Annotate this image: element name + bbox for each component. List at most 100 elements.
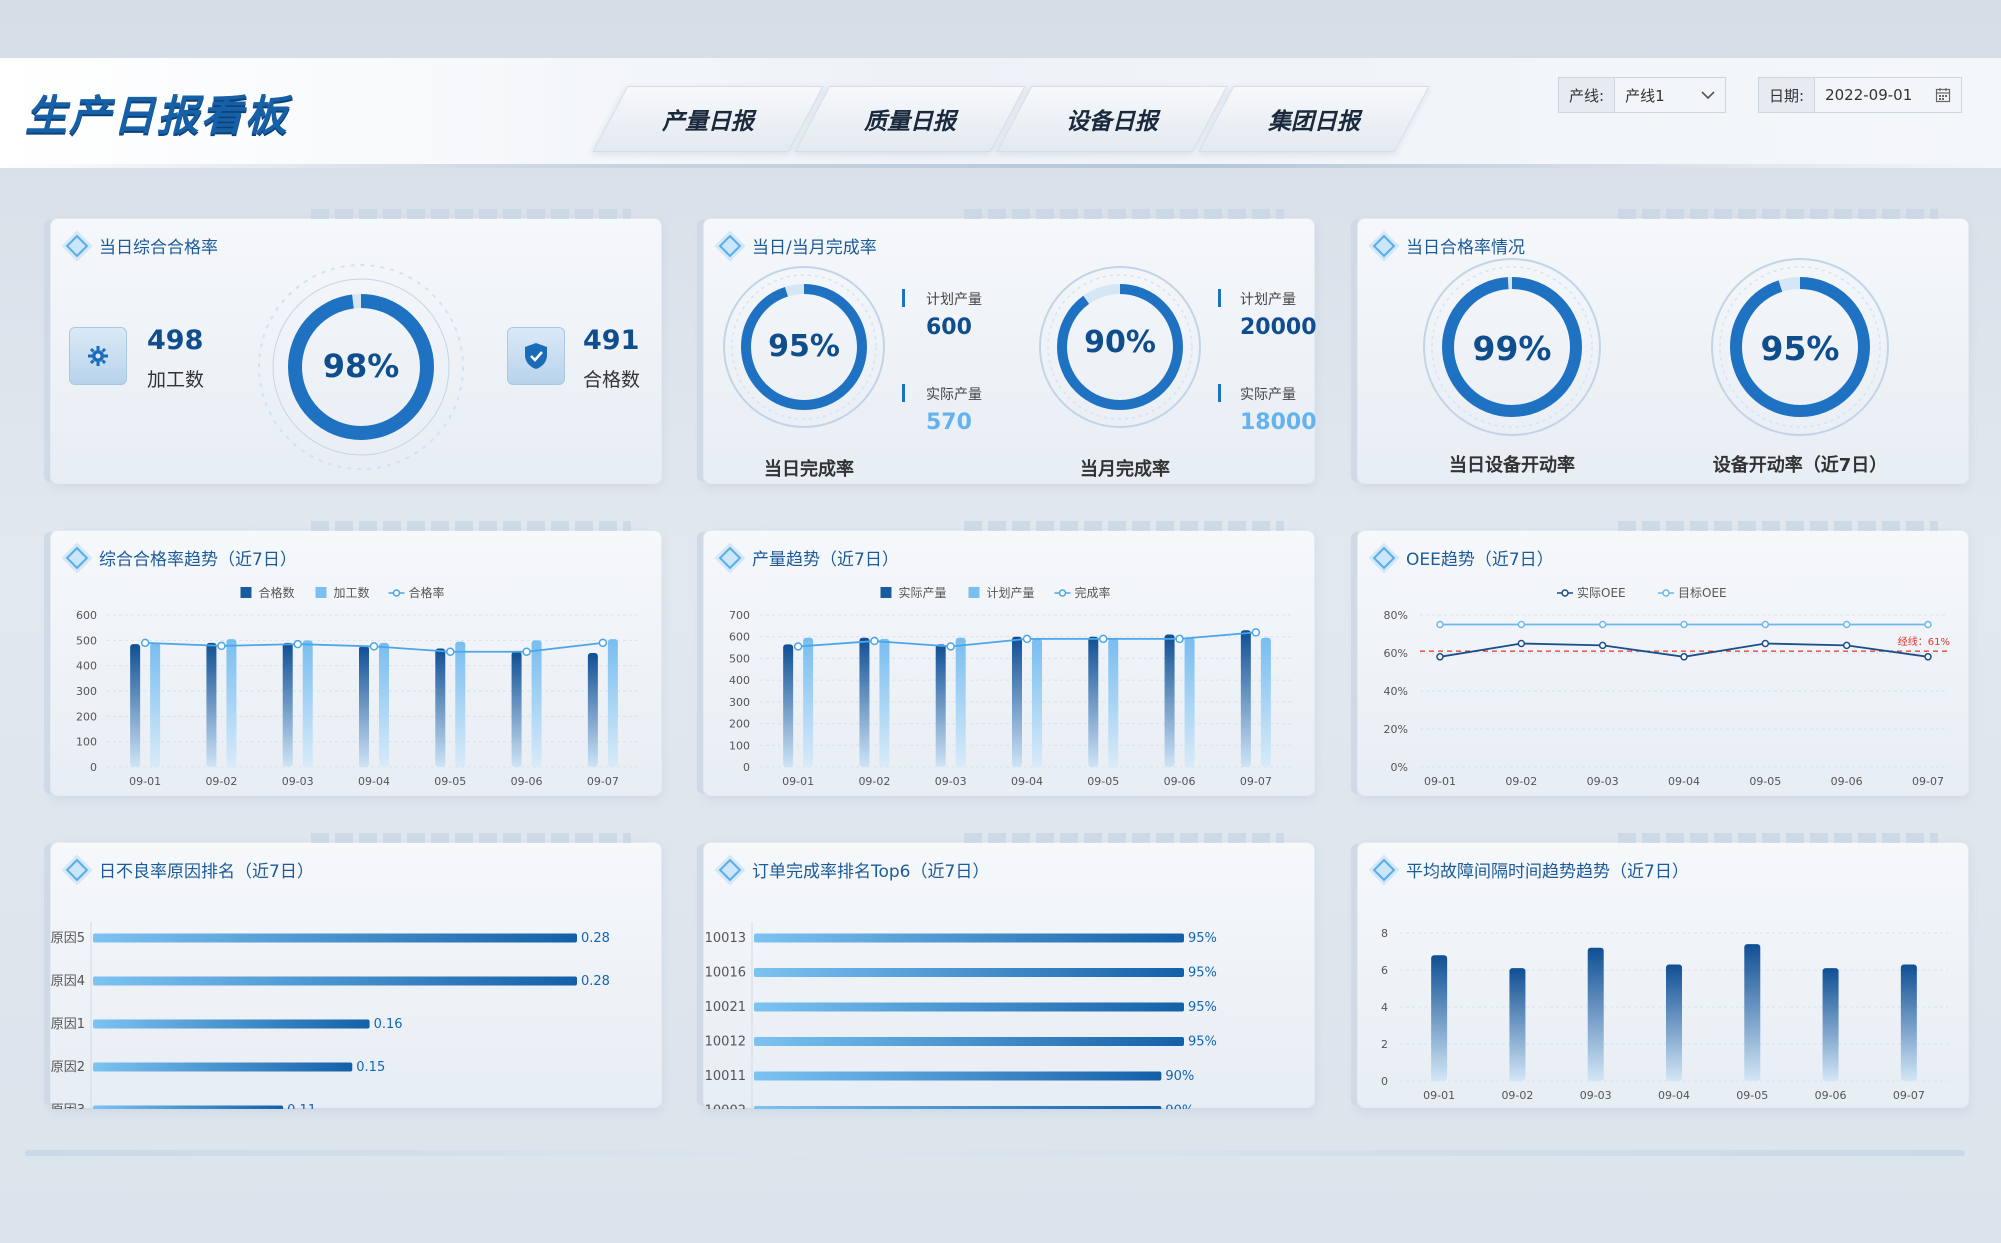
line-point bbox=[1598, 620, 1607, 629]
line-select-value: 产线1 bbox=[1625, 86, 1665, 105]
x-tick-label: 09-01 bbox=[129, 775, 161, 788]
bar bbox=[754, 1002, 1184, 1012]
y-tick-label: 20% bbox=[1384, 723, 1408, 736]
x-tick-label: 09-07 bbox=[1912, 775, 1944, 788]
line-filter: 产线: 产线1 bbox=[1558, 77, 1726, 113]
bar-secondary bbox=[226, 639, 237, 767]
panel-decoration bbox=[1618, 833, 1938, 843]
bar-secondary bbox=[455, 641, 466, 767]
x-tick-label: 09-05 bbox=[1749, 775, 1781, 788]
order-ranking-chart: 10013 95% 10016 95% 10021 95% 10012 95% 10011 90%… bbox=[705, 922, 1217, 1110]
data-label: 90% bbox=[1165, 1069, 1194, 1084]
line-point bbox=[293, 639, 302, 649]
bar bbox=[1431, 955, 1448, 1081]
monthly-actual-label: 实际产量 bbox=[1240, 387, 1296, 403]
panel-oee: OEE趋势（近7日） 0% 20% 40% 60% 80% 09-01 09-02 09-03… bbox=[1357, 521, 1969, 796]
panel-decoration bbox=[964, 833, 1284, 843]
passed-count: 491 bbox=[583, 325, 640, 356]
panel-title-text: 平均故障间隔时间趋势趋势（近7日） bbox=[1406, 862, 1689, 882]
diamond-icon bbox=[1372, 858, 1396, 881]
bar-primary bbox=[282, 642, 293, 767]
x-tick-label: 09-03 bbox=[935, 775, 967, 788]
equipment-weekly-value: 95% bbox=[1760, 329, 1840, 368]
x-tick-label: 09-02 bbox=[205, 775, 237, 788]
bar-primary bbox=[1164, 634, 1175, 767]
equipment-weekly-arc bbox=[1730, 277, 1870, 417]
oee-trend-chart: 0% 20% 40% 60% 80% 09-01 09-02 09-03 09-04 09-05 0… bbox=[1384, 585, 1950, 788]
data-label: 0.28 bbox=[581, 931, 610, 946]
bar bbox=[93, 933, 577, 943]
calendar-icon bbox=[1935, 88, 1951, 103]
daily-completion-value: 95% bbox=[768, 329, 840, 364]
line-point bbox=[1099, 634, 1108, 644]
panel-title-text: 当日合格率情况 bbox=[1406, 238, 1525, 258]
y-tick-label: 700 bbox=[729, 609, 750, 622]
date-filter: 日期: 2022-09-01 bbox=[1758, 77, 1962, 113]
date-input[interactable]: 2022-09-01 bbox=[1815, 78, 1961, 112]
tab-output-report[interactable]: 产量日报 bbox=[610, 86, 806, 152]
y-tick-label: 100 bbox=[76, 736, 97, 749]
diamond-icon bbox=[65, 234, 89, 257]
diamond-icon bbox=[65, 546, 89, 569]
x-tick-label: 09-01 bbox=[1423, 1089, 1455, 1102]
x-tick-label: 09-07 bbox=[1893, 1089, 1925, 1102]
panel-title: OEE趋势（近7日） bbox=[1372, 545, 1554, 570]
equipment-daily-ring bbox=[1423, 258, 1601, 436]
line-point bbox=[1436, 620, 1444, 629]
accent-bar bbox=[1218, 289, 1221, 307]
panel-defect-reasons: 日不良率原因排名（近7日） 原因5 0.28 原因4 0.28 原因1 0.16 原因2 0.… bbox=[50, 833, 662, 1109]
panel-title: 当日综合合格率 bbox=[65, 233, 218, 258]
bar bbox=[1900, 964, 1917, 1081]
line-point bbox=[1842, 620, 1851, 629]
data-label: 0.16 bbox=[374, 1017, 403, 1032]
line-point bbox=[1924, 620, 1932, 629]
line-point bbox=[1680, 620, 1688, 629]
bar bbox=[93, 976, 577, 986]
equipment-weekly-ring bbox=[1711, 258, 1889, 436]
tab-group-report[interactable]: 集团日报 bbox=[1216, 86, 1412, 152]
panel-decoration bbox=[964, 209, 1284, 219]
bar-primary bbox=[783, 644, 794, 767]
line-point bbox=[793, 642, 803, 651]
bar bbox=[754, 1106, 1162, 1109]
line-point bbox=[1175, 634, 1184, 644]
bar bbox=[1744, 944, 1761, 1081]
monthly-completion-caption: 当月完成率 bbox=[1080, 459, 1170, 480]
legend-label: 目标OEE bbox=[1678, 586, 1727, 600]
x-tick-label: 09-06 bbox=[1815, 1089, 1847, 1102]
panel-decoration bbox=[311, 833, 631, 843]
threshold-label: 经线：61% bbox=[1898, 635, 1950, 648]
tab-quality-report[interactable]: 质量日报 bbox=[812, 86, 1008, 152]
bar bbox=[1666, 964, 1682, 1081]
line-select[interactable]: 产线1 bbox=[1615, 78, 1725, 112]
category-label: 10002 bbox=[705, 1104, 746, 1110]
legend-swatch bbox=[968, 587, 980, 598]
diamond-icon bbox=[718, 546, 742, 569]
y-tick-label: 500 bbox=[76, 634, 97, 647]
x-tick-label: 09-01 bbox=[782, 775, 814, 788]
bar bbox=[754, 933, 1184, 943]
legend-swatch bbox=[1058, 589, 1067, 597]
bar bbox=[1822, 968, 1839, 1081]
data-label: 0.15 bbox=[356, 1060, 385, 1075]
x-tick-label: 09-07 bbox=[1240, 775, 1272, 788]
y-tick-label: 100 bbox=[729, 739, 750, 752]
y-tick-label: 8 bbox=[1381, 927, 1388, 940]
pass-trend-chart: 0 100 200 300 400 500 600 09-01 09-02 09-03 09-04 0… bbox=[76, 585, 641, 788]
data-label: 95% bbox=[1188, 1035, 1217, 1050]
y-tick-label: 600 bbox=[729, 631, 750, 644]
daily-completion-arc bbox=[741, 284, 867, 410]
legend-swatch bbox=[1662, 589, 1670, 597]
diamond-icon bbox=[1372, 234, 1396, 257]
panel-title-text: 综合合格率趋势（近7日） bbox=[99, 550, 297, 570]
bar-secondary bbox=[379, 642, 389, 767]
monthly-completion-arc bbox=[1057, 284, 1183, 410]
tab-equipment-report[interactable]: 设备日报 bbox=[1014, 86, 1210, 152]
panel-title: 订单完成率排名Top6（近7日） bbox=[718, 857, 989, 882]
panel-title: 日不良率原因排名（近7日） bbox=[65, 857, 314, 882]
panel-title-text: OEE趋势（近7日） bbox=[1406, 550, 1554, 570]
category-label: 原因1 bbox=[51, 1017, 85, 1032]
daily-actual-label: 实际产量 bbox=[926, 387, 982, 403]
y-tick-label: 300 bbox=[76, 685, 97, 698]
bar bbox=[754, 968, 1184, 977]
